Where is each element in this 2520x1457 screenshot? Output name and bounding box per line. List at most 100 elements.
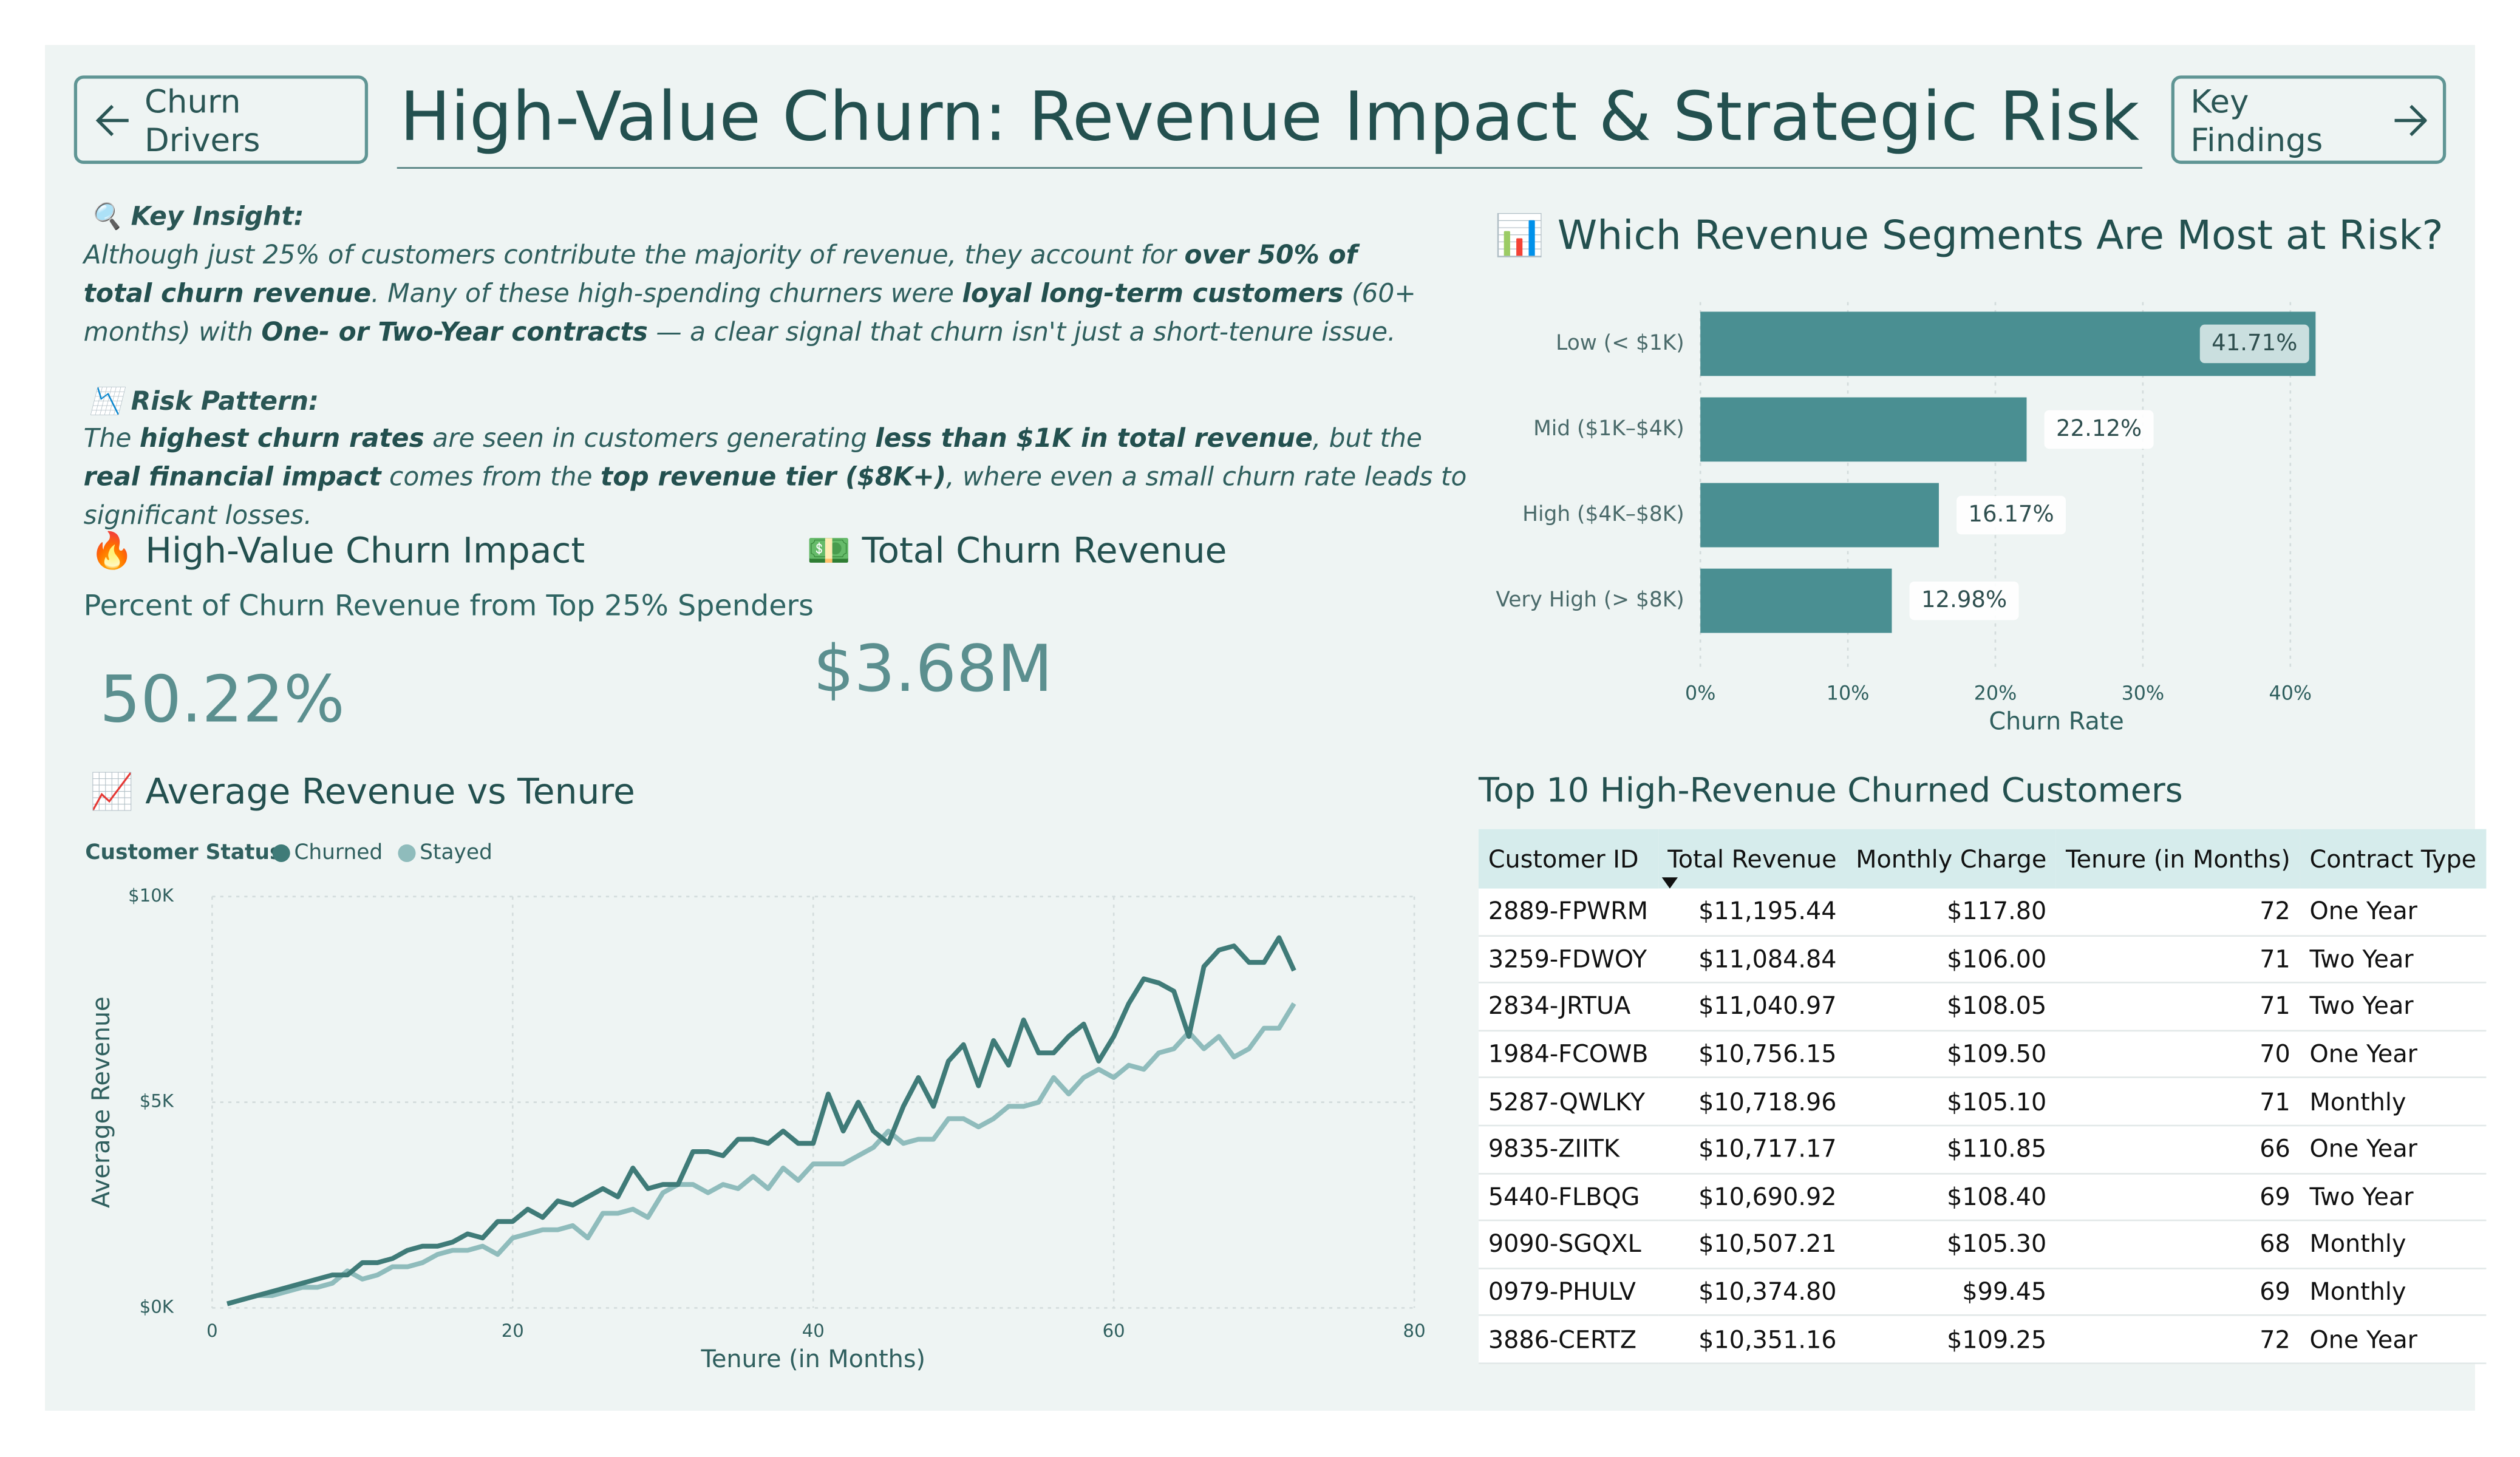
legend-title: Customer Status	[85, 840, 282, 864]
table-body: 2889-FPWRM $11,195.44 $117.80 72 One Year 325…	[1478, 888, 2486, 1364]
kpi-value: 50.22%	[100, 664, 345, 738]
back-button[interactable]: Churn Drivers	[73, 75, 369, 164]
data-label: 41.71%	[2212, 330, 2297, 356]
table-cell: $99.45	[1846, 1268, 2057, 1317]
table-cell: 71	[2056, 935, 2300, 984]
insight-segment: Although just 25% of customers contribut…	[83, 239, 1185, 270]
column-header: Monthly Charge	[1846, 829, 2057, 889]
data-label: 16.17%	[1968, 501, 2054, 527]
y-tick-label: $5K	[140, 1091, 174, 1112]
table-cell: 1984-FCOWB	[1478, 1030, 1658, 1079]
table-cell: 2834-JRTUA	[1478, 982, 1658, 1031]
column-header: Tenure (in Months)	[2056, 829, 2300, 889]
y-tick-label: Low (< $1K)	[1556, 331, 1684, 355]
bar	[1700, 483, 1939, 548]
table-cell: 5287-QWLKY	[1478, 1078, 1658, 1127]
table-cell: $105.30	[1846, 1220, 2057, 1269]
data-label-bg	[1909, 581, 2019, 620]
table-cell: $10,374.80	[1658, 1268, 1847, 1317]
table-cell: 69	[2056, 1173, 2300, 1221]
table-row: 5440-FLBQG $10,690.92 $108.40 69 Two Year	[1478, 1173, 2486, 1221]
table-cell: Two Year	[2300, 935, 2486, 984]
table-row: 3886-CERTZ $10,351.16 $109.25 72 One Year	[1478, 1316, 2486, 1364]
table-row: 9835-ZIITK $10,717.17 $110.85 66 One Year	[1478, 1125, 2486, 1174]
table-row: 3259-FDWOY $11,084.84 $106.00 71 Two Year	[1478, 935, 2486, 984]
table-cell: 5440-FLBQG	[1478, 1173, 1658, 1221]
kpi-subtitle: Percent of Churn Revenue from Top 25% Sp…	[83, 589, 814, 623]
column-header: Contract Type	[2300, 829, 2486, 889]
insight-heading: 📉 Risk Pattern:	[90, 385, 319, 416]
data-label-bg	[2199, 324, 2309, 364]
data-label-bg	[2044, 410, 2154, 449]
arrow-right	[2394, 104, 2427, 135]
table-cell: $10,690.92	[1658, 1173, 1847, 1221]
x-tick-label: 80	[1403, 1320, 1426, 1341]
table-row: 5287-QWLKY $10,718.96 $105.10 71 Monthly	[1478, 1078, 2486, 1127]
table-cell: One Year	[2300, 888, 2486, 936]
table-cell: 70	[2056, 1030, 2300, 1079]
table-header: Customer ID Total Revenue Monthly Charge Te…	[1478, 829, 2486, 890]
table-cell: 3259-FDWOY	[1478, 935, 1658, 984]
table-cell: Monthly	[2300, 1268, 2486, 1317]
table-cell: 66	[2056, 1125, 2300, 1174]
x-tick-label: 20	[502, 1320, 524, 1341]
table-cell: 71	[2056, 1078, 2300, 1127]
bar	[1700, 568, 1892, 633]
table-cell: $10,756.15	[1658, 1030, 1847, 1079]
table-cell: $108.40	[1846, 1173, 2057, 1221]
table-cell: $105.10	[1846, 1078, 2057, 1127]
table-cell: $110.85	[1846, 1125, 2057, 1174]
back-button-label: Churn Drivers	[144, 81, 261, 158]
next-button[interactable]: Key Findings	[2171, 75, 2447, 164]
table-cell: $11,195.44	[1658, 888, 1847, 936]
table-row: 2889-FPWRM $11,195.44 $117.80 72 One Year	[1478, 888, 2486, 936]
insight-segment: top revenue tier ($8K+)	[600, 461, 947, 492]
x-tick-label: 60	[1103, 1320, 1125, 1341]
table-cell: 72	[2056, 888, 2300, 936]
table-cell: $106.00	[1846, 935, 2057, 984]
table-cell: 2889-FPWRM	[1478, 888, 1658, 936]
table-row: 9090-SGQXL $10,507.21 $105.30 68 Monthly	[1478, 1220, 2486, 1269]
y-axis-label: Average Revenue	[87, 996, 115, 1207]
y-tick-label: $0K	[140, 1296, 174, 1317]
table-cell: One Year	[2300, 1125, 2486, 1174]
kpi-title: 🔥 High-Value Churn Impact	[90, 532, 585, 572]
bar	[1700, 397, 2027, 462]
table-row: 0979-PHULV $10,374.80 $99.45 69 Monthly	[1478, 1268, 2486, 1317]
x-tick-label: 40%	[2269, 682, 2312, 704]
page-title: High-Value Churn: Revenue Impact & Strat…	[397, 70, 2143, 169]
table-cell: $109.50	[1846, 1030, 2057, 1079]
table-cell: Monthly	[2300, 1078, 2486, 1127]
legend-marker	[272, 844, 290, 862]
insight-segment: (60+ months) with	[83, 277, 1416, 347]
next-button-label: Key Findings	[2190, 81, 2323, 158]
table-cell: 72	[2056, 1316, 2300, 1364]
x-tick-label: 40	[802, 1320, 825, 1341]
x-axis-label: Tenure (in Months)	[700, 1345, 925, 1373]
kpi-title: 💵 Total Churn Revenue	[806, 532, 1227, 572]
table-row: 2834-JRTUA $11,040.97 $108.05 71 Two Year	[1478, 982, 2486, 1031]
y-tick-label: High ($4K–$8K)	[1522, 502, 1684, 526]
table: Customer ID Total Revenue Monthly Charge Te…	[1478, 829, 2486, 1364]
x-tick-label: 20%	[1974, 682, 2017, 704]
insight-text: The highest churn rates are seen in cust…	[84, 419, 1482, 535]
table-cell: 3886-CERTZ	[1478, 1316, 1658, 1364]
x-tick-label: 0	[206, 1320, 218, 1341]
line-series	[226, 1002, 1296, 1306]
insight-segment: real financial impact	[83, 461, 381, 492]
kpi-value: $3.68M	[813, 633, 1053, 707]
column-header: Total Revenue	[1658, 829, 1847, 890]
column-header: Customer ID	[1478, 829, 1658, 889]
insight-heading: 🔍 Key Insight:	[90, 200, 304, 232]
table-cell: $108.05	[1846, 982, 2057, 1031]
insight-segment: are seen in customers generating	[424, 423, 876, 453]
insight-segment: less than $1K in total revenue	[875, 423, 1313, 453]
table-cell: Two Year	[2300, 1173, 2486, 1221]
sort-icon[interactable]	[1661, 877, 1678, 890]
table-cell: 0979-PHULV	[1478, 1268, 1658, 1317]
insight-segment: over 50% of total churn revenue	[83, 239, 1358, 309]
insight-segment: . Many of these high-spending churners w…	[371, 277, 962, 309]
table-cell: $10,507.21	[1658, 1220, 1847, 1269]
